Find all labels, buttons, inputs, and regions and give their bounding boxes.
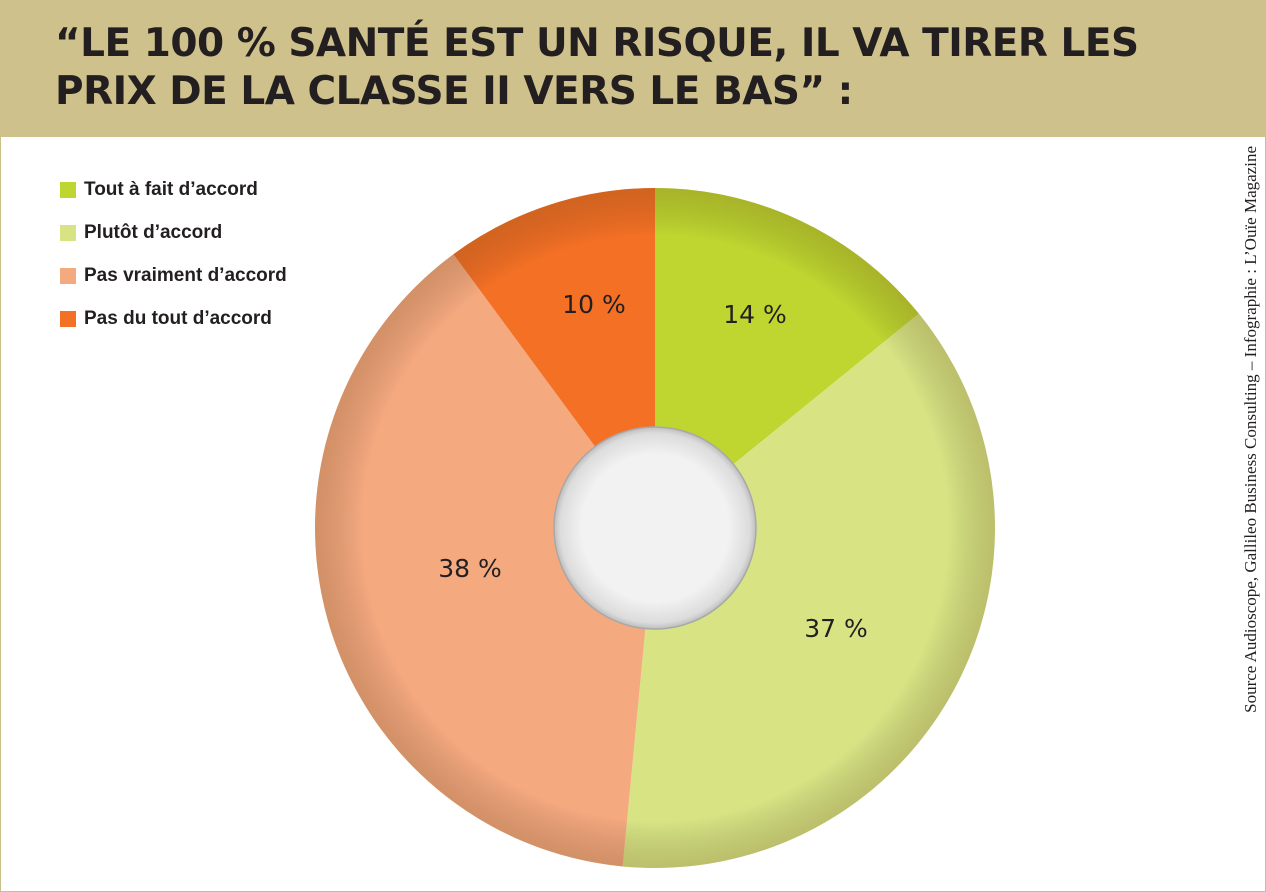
slice-label-tout-a-fait: 14 %	[723, 300, 787, 329]
source-credit-text: Source Audioscope, Gallileo Business Con…	[1241, 146, 1260, 713]
legend-label-plutot: Plutôt d’accord	[84, 221, 223, 243]
legend-label-pas-vraiment: Pas vraiment d’accord	[84, 264, 287, 286]
legend-label-pas-du-tout: Pas du tout d’accord	[84, 307, 272, 329]
legend-swatch-pas-du-tout	[60, 310, 76, 327]
legend-swatch-tout-a-fait	[60, 181, 76, 198]
slice-label-plutot: 37 %	[804, 614, 868, 643]
legend-label-tout-a-fait: Tout à fait d’accord	[84, 178, 258, 200]
slice-label-pas-vraiment: 38 %	[438, 554, 502, 583]
legend: Tout à fait d’accord Plutôt d’accord Pas…	[60, 168, 287, 340]
legend-item-pas-vraiment: Pas vraiment d’accord	[60, 254, 287, 297]
title-band: “LE 100 % SANTÉ EST UN RISQUE, IL VA TIR…	[0, 0, 1266, 137]
legend-item-tout-a-fait: Tout à fait d’accord	[60, 168, 287, 211]
donut-hole	[553, 426, 757, 630]
legend-swatch-plutot	[60, 224, 76, 241]
legend-item-plutot: Plutôt d’accord	[60, 211, 287, 254]
slice-label-pas-du-tout: 10 %	[562, 290, 626, 319]
source-credit: Source Audioscope, Gallileo Business Con…	[1237, 146, 1265, 874]
legend-item-pas-du-tout: Pas du tout d’accord	[60, 297, 287, 340]
chart-title: “LE 100 % SANTÉ EST UN RISQUE, IL VA TIR…	[55, 21, 1139, 114]
legend-swatch-pas-vraiment	[60, 267, 76, 284]
